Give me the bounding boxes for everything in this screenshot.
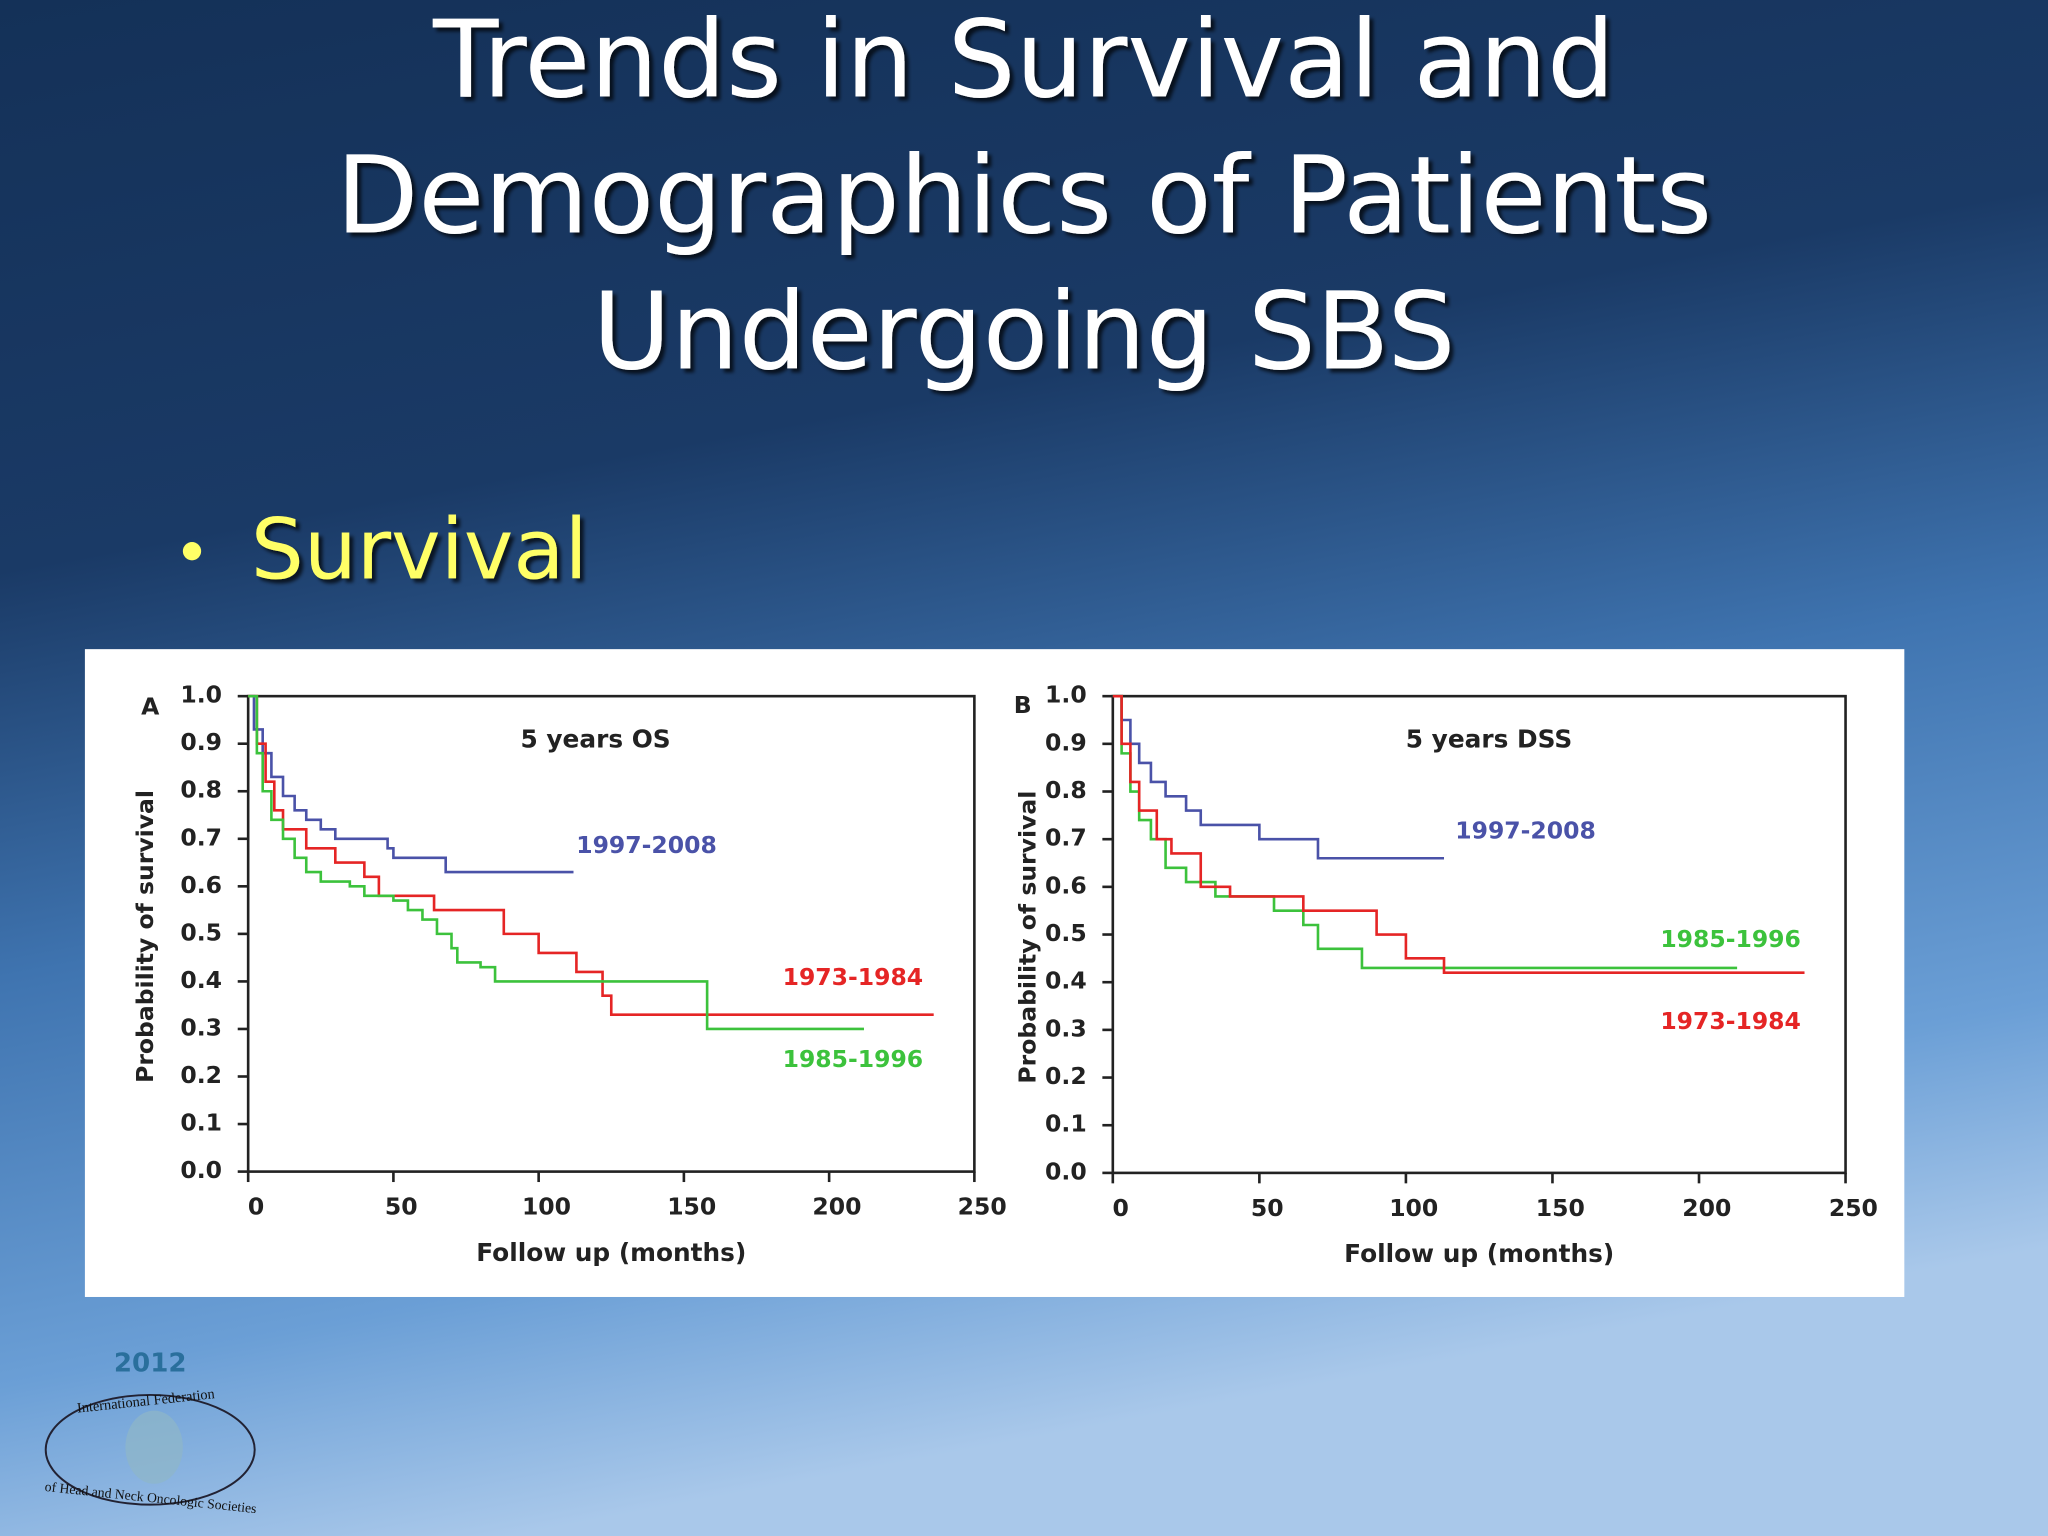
- survival-curve: [248, 694, 574, 874]
- x-tick-label: 150: [1536, 1194, 1585, 1222]
- survival-curve: [248, 694, 934, 1017]
- y-tick-label: 0.2: [180, 1061, 222, 1089]
- logo-emblem: [125, 1410, 183, 1484]
- y-tick-label: 0.3: [1045, 1014, 1087, 1042]
- series-label: 1973-1984: [1660, 1007, 1801, 1035]
- charts: 0.0 0.1 0.2 0.3 0.4 0.5 0.6 0.7 0.8 0.9 1.0 0 50 100 1…: [131, 681, 1878, 1269]
- y-tick-label: 0.1: [180, 1109, 222, 1137]
- y-tick-label: 1.0: [1045, 681, 1087, 709]
- series-label: 1985-1996: [1660, 925, 1801, 953]
- x-tick-label: 100: [1389, 1194, 1438, 1222]
- logo-year: 2012: [114, 1348, 187, 1378]
- panel-label: A: [141, 692, 160, 720]
- y-tick-label: 0.9: [1045, 728, 1087, 756]
- x-tick-label: 200: [1682, 1194, 1731, 1222]
- y-tick-label: 0.5: [180, 918, 222, 946]
- survival-curve: [1112, 694, 1805, 974]
- y-tick-label: 0.0: [180, 1156, 222, 1184]
- y-tick-label: 0.8: [1045, 776, 1087, 804]
- y-tick-label: 0.7: [180, 823, 222, 851]
- x-tick-label: 150: [667, 1193, 716, 1221]
- x-tick-label: 50: [1251, 1194, 1284, 1222]
- slide-title: Demographics of Patients: [336, 134, 1712, 258]
- series-label: 1973-1984: [783, 963, 924, 991]
- panel-label: B: [1014, 691, 1032, 719]
- y-axis-label: Probability of survival: [1014, 791, 1042, 1084]
- y-tick-label: 0.6: [1045, 871, 1087, 899]
- series-label: 1997-2008: [1455, 817, 1596, 845]
- x-tick-label: 0: [1112, 1194, 1128, 1222]
- x-tick-label: 50: [385, 1193, 418, 1221]
- y-tick-label: 0.6: [180, 871, 222, 899]
- y-tick-label: 1.0: [180, 681, 222, 709]
- chart-title: 5 years OS: [521, 725, 671, 754]
- chart-title: 5 years DSS: [1406, 725, 1572, 754]
- y-axis-label: Probability of survival: [131, 790, 159, 1083]
- slide-title: Undergoing SBS: [593, 270, 1456, 394]
- bullet-text: Survival: [251, 501, 588, 599]
- x-tick-label: 200: [812, 1193, 861, 1221]
- y-tick-label: 0.8: [180, 776, 222, 804]
- y-tick-label: 0.4: [1045, 967, 1087, 995]
- x-axis-label: Follow up (months): [1344, 1239, 1614, 1268]
- y-tick-label: 0.9: [180, 728, 222, 756]
- x-tick-label: 250: [958, 1193, 1007, 1221]
- bullet-dot: [182, 542, 202, 561]
- x-tick-label: 0: [248, 1193, 264, 1221]
- y-tick-label: 0.1: [1045, 1110, 1087, 1138]
- y-tick-label: 0.7: [1045, 824, 1087, 852]
- y-tick-label: 0.4: [180, 966, 222, 994]
- logo-globe: [44, 1393, 256, 1506]
- slide-title: Trends in Survival and: [432, 0, 1615, 123]
- y-tick-label: 0.3: [180, 1013, 222, 1041]
- y-tick-label: 0.5: [1045, 919, 1087, 947]
- y-tick-label: 0.0: [1045, 1157, 1087, 1185]
- survival-curve: [1112, 694, 1445, 860]
- x-tick-label: 100: [522, 1193, 571, 1221]
- x-tick-label: 250: [1829, 1194, 1878, 1222]
- y-tick-label: 0.2: [1045, 1062, 1087, 1090]
- survival-curve: [248, 694, 864, 1031]
- series-label: 1997-2008: [576, 831, 717, 859]
- x-axis-label: Follow up (months): [476, 1238, 746, 1267]
- series-label: 1985-1996: [783, 1045, 924, 1073]
- survival-curve: [1112, 694, 1738, 970]
